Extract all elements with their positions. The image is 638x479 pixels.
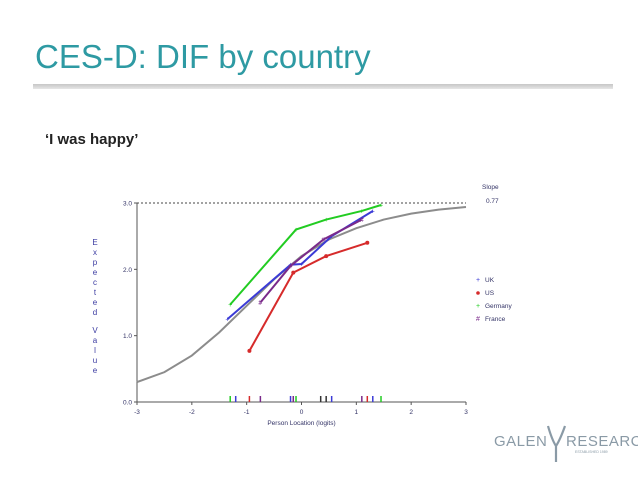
y-axis-label-letter: p	[93, 258, 98, 267]
legend: + UK US + Germany # France	[476, 277, 513, 323]
data-point-france: #	[321, 237, 325, 244]
legend-label-france: France	[485, 316, 506, 323]
x-tick-label: 3	[464, 409, 468, 416]
data-point-germany: +	[294, 227, 298, 234]
y-axis-label-letter: c	[93, 278, 97, 287]
data-point-uk: +	[330, 234, 334, 241]
x-tick-label: 2	[409, 409, 413, 416]
chart-axes: -3 -2 -1 0 1 2 3 0.0 1.0 2.0 3.0	[123, 201, 468, 417]
logo-tagline: ESTABLISHED 1989	[575, 450, 608, 454]
data-point-uk: +	[371, 208, 375, 215]
y-axis-label-letter: x	[93, 248, 97, 257]
slide-subtitle: ‘I was happy’	[45, 131, 139, 148]
y-axis-label-letter: a	[93, 336, 98, 345]
data-point-germany: +	[324, 217, 328, 224]
legend-label-us: US	[485, 290, 495, 297]
logo-right-text: RESEARCH	[566, 433, 638, 450]
series-layer: ++ ++++++++####	[225, 202, 383, 353]
x-tick-label: 1	[355, 409, 359, 416]
labels-layer: Person Location (logits)ExpectedValueSlo…	[92, 184, 499, 427]
legend-marker-us	[476, 291, 480, 295]
data-point-germany: +	[228, 302, 232, 309]
data-point-us	[324, 254, 329, 259]
series-line-france	[259, 218, 363, 304]
y-axis-label-letter: t	[94, 288, 97, 297]
slope-value: 0.77	[486, 198, 499, 205]
galen-research-logo: GALEN RESEARCH ESTABLISHED 1989	[494, 425, 638, 462]
y-tick-label: 0.0	[123, 400, 132, 407]
x-axis-label: Person Location (logits)	[267, 420, 335, 427]
data-point-france: #	[360, 217, 364, 224]
y-tick-label: 2.0	[123, 267, 132, 274]
slide-title: CES-D: DIF by country	[35, 38, 371, 75]
data-point-us	[291, 270, 296, 275]
rug-layer	[229, 396, 382, 402]
title-divider	[33, 84, 613, 89]
legend-label-germany: Germany	[485, 303, 512, 310]
x-tick-label: -3	[134, 409, 140, 416]
data-point-france: #	[258, 300, 262, 307]
data-point-france: #	[289, 264, 293, 271]
x-tick-label: -2	[189, 409, 195, 416]
legend-label-uk: UK	[485, 277, 495, 284]
y-axis-label-letter: l	[94, 346, 96, 355]
data-point-germany: +	[360, 208, 364, 215]
x-tick-label: 0	[300, 409, 304, 416]
legend-marker-france: #	[476, 316, 480, 323]
x-tick-label: -1	[244, 409, 250, 416]
icc-curve	[136, 205, 467, 384]
logo-y-mark	[546, 425, 567, 462]
y-axis-label-letter: e	[93, 268, 98, 277]
data-point-uk: +	[225, 317, 229, 324]
y-tick-label: 1.0	[123, 333, 132, 340]
y-axis-label-letter: e	[93, 298, 98, 307]
y-axis-label-letter: d	[93, 308, 97, 317]
slope-label: Slope	[482, 184, 499, 191]
legend-marker-germany: +	[476, 303, 480, 310]
data-point-germany: +	[379, 202, 383, 209]
y-axis-label-letter: u	[93, 356, 97, 365]
data-point-us	[365, 240, 370, 245]
data-point-uk: +	[299, 262, 303, 269]
series-line-us	[248, 241, 368, 352]
logo-left-text: GALEN	[494, 433, 547, 450]
y-axis-label-letter: V	[92, 326, 98, 335]
data-point-us	[247, 348, 252, 353]
series-line-germany	[229, 204, 382, 306]
y-axis-label-letter: E	[92, 238, 97, 247]
legend-marker-uk: +	[476, 277, 480, 284]
y-axis-label-letter: e	[93, 366, 98, 375]
icc-curve-layer	[136, 205, 467, 384]
y-tick-label: 3.0	[123, 201, 132, 208]
